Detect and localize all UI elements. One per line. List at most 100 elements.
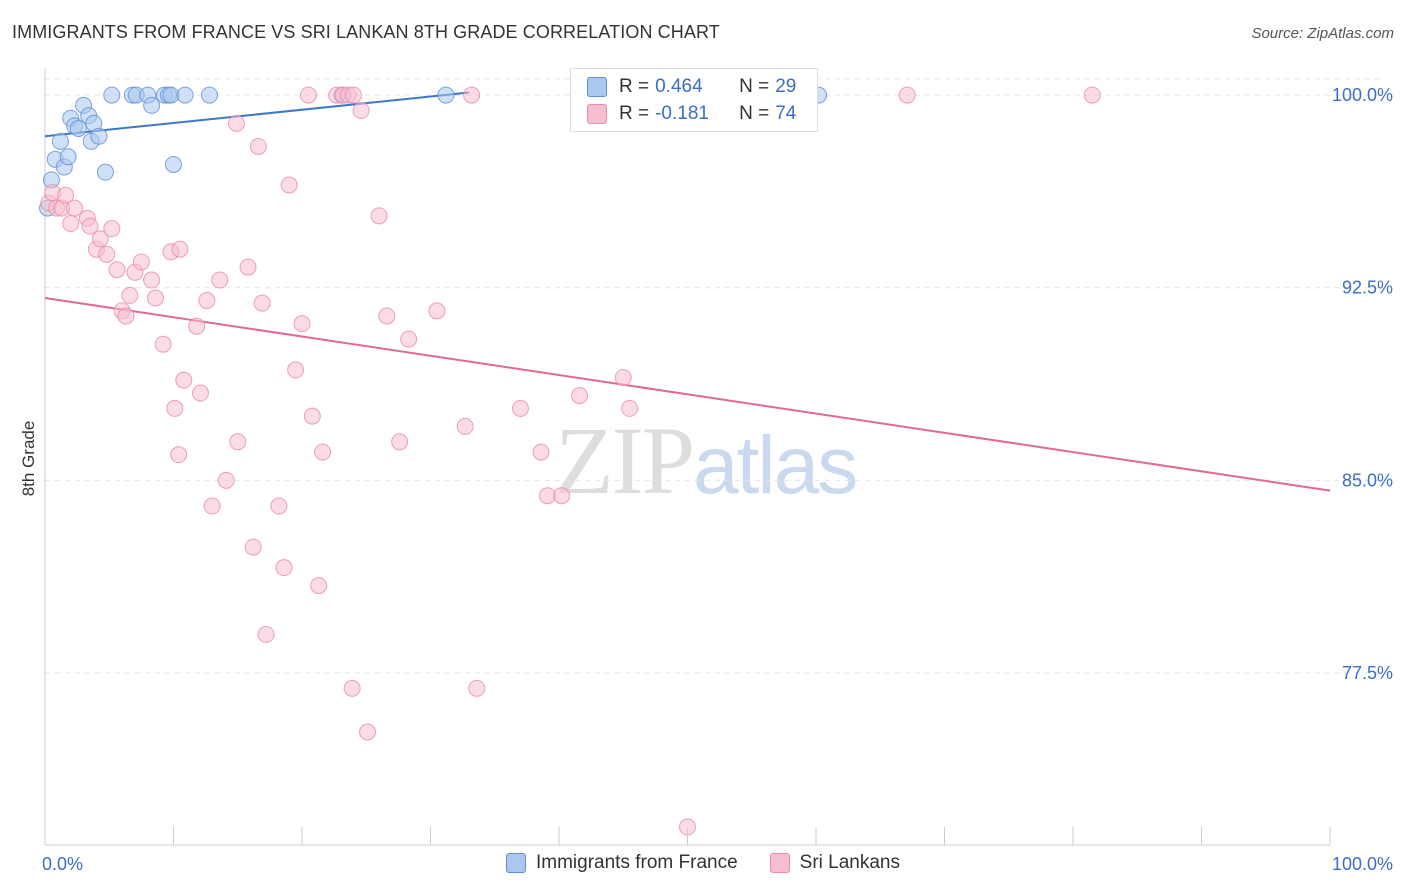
srilankan-point [343, 679, 361, 697]
series-swatch-france [506, 853, 526, 873]
legend-swatch-france [587, 77, 607, 97]
srilankan-point [132, 253, 150, 271]
france-trend-line [44, 91, 470, 138]
srilankan-point [198, 292, 216, 310]
srilankan-point [253, 294, 271, 312]
france-point [143, 96, 161, 114]
srilankan-point [428, 302, 446, 320]
srilankan-point [359, 723, 377, 741]
france-point [437, 86, 455, 104]
x-tick-label: 100.0% [1332, 854, 1393, 874]
srilankan-point [121, 286, 139, 304]
srilankan-point [175, 371, 193, 389]
france-point [176, 86, 194, 104]
grid-layer [45, 78, 1385, 674]
srilankan-point [191, 384, 209, 402]
y-tick-label: 92.5% [1342, 278, 1393, 298]
srilankan-point [143, 271, 161, 289]
legend-swatch-srilankans [587, 104, 607, 124]
srilankan-point [166, 399, 184, 417]
srilankan-point [57, 186, 75, 204]
srilankan-point [1083, 86, 1101, 104]
srilankan-point [614, 369, 632, 387]
legend-n-label: N = [739, 103, 770, 124]
legend-n-value: 74 [775, 103, 797, 124]
legend-n-label: N = [739, 76, 770, 97]
srilankan-point [108, 261, 126, 279]
srilankan-point [299, 86, 317, 104]
legend-r-value: -0.181 [655, 103, 709, 124]
srilankan-point [679, 818, 696, 836]
legend-r-label: R = [619, 103, 650, 124]
france-point [103, 86, 121, 104]
watermark-atlas: atlas [693, 420, 858, 511]
y-axis-title: 8th Grade [19, 421, 38, 497]
y-tick-label: 85.0% [1342, 470, 1393, 490]
srilankan-point [103, 220, 121, 238]
y-tick-label: 77.5% [1342, 663, 1393, 683]
france-point [59, 148, 77, 166]
label-layer: 77.5% 85.0% 92.5% 100.0% 0.0% 100.0% 8th Grade [19, 85, 1393, 874]
srilankan-point [170, 446, 188, 464]
srilankan-point [188, 317, 206, 335]
france-point [96, 163, 114, 181]
srilankan-point [154, 335, 172, 353]
series-legend-srilankans[interactable]: Sri Lankans [769, 852, 900, 874]
legend-r-value: 0.464 [655, 76, 703, 97]
srilankan-point [203, 497, 221, 515]
watermark-zip: ZIP [555, 407, 695, 514]
srilankan-point [352, 102, 370, 120]
france-point [165, 155, 182, 173]
srilankan-point [62, 215, 80, 233]
srilankan-point [91, 230, 109, 248]
france-point [90, 127, 108, 145]
srilankan-point [898, 86, 916, 104]
srilankan-point [270, 497, 288, 515]
series-label-srilankans: Sri Lankans [799, 852, 900, 873]
srilankan-point [280, 176, 298, 194]
points-layer [39, 86, 1101, 836]
srilankan-point [532, 443, 550, 461]
srilankan-point [249, 137, 267, 155]
x-tick-label: 0.0% [42, 854, 83, 874]
france-point [69, 119, 87, 137]
srilankan-point [229, 433, 247, 451]
srilankan-point [463, 86, 481, 104]
france-point [200, 86, 218, 104]
srilankan-point [275, 559, 293, 577]
srilankan-point [370, 207, 388, 225]
srilankan-point [147, 289, 165, 307]
legend-r-label: R = [619, 76, 650, 97]
srilankan-point [344, 86, 362, 104]
srilankan-point [621, 399, 639, 417]
srilankan-point [538, 487, 556, 505]
srilankan-point [244, 538, 262, 556]
srilankan-point [468, 679, 486, 697]
srilankan-point [287, 361, 305, 379]
srilankan-point [117, 307, 135, 325]
y-tick-label: 100.0% [1332, 85, 1393, 105]
axis-layer [44, 68, 1331, 846]
srilankan-point [314, 443, 332, 461]
srilankan-trend-line [44, 297, 1331, 492]
correlation-legend: R = 0.464 N = 29 R = -0.181 N = 74 [570, 68, 818, 132]
series-label-france: Immigrants from France [536, 852, 738, 873]
srilankan-point [310, 577, 328, 595]
srilankan-point [98, 245, 116, 263]
srilankan-point [456, 417, 474, 435]
legend-row-france: R = 0.464 N = 29 [587, 75, 796, 99]
france-point [51, 132, 69, 150]
srilankan-point [211, 271, 229, 289]
series-swatch-srilankans [769, 853, 790, 873]
srilankan-point [293, 315, 311, 333]
series-legend-france[interactable]: Immigrants from France [506, 852, 738, 874]
srilankan-point [303, 407, 321, 425]
srilankan-point [257, 625, 275, 643]
srilankan-point [217, 471, 235, 489]
srilankan-point [553, 487, 571, 505]
srilankan-point [571, 387, 589, 405]
trend-layer [44, 91, 1331, 492]
srilankan-point [227, 114, 245, 132]
legend-row-srilankans: R = -0.181 N = 74 [587, 102, 796, 126]
srilankan-point [391, 433, 409, 451]
